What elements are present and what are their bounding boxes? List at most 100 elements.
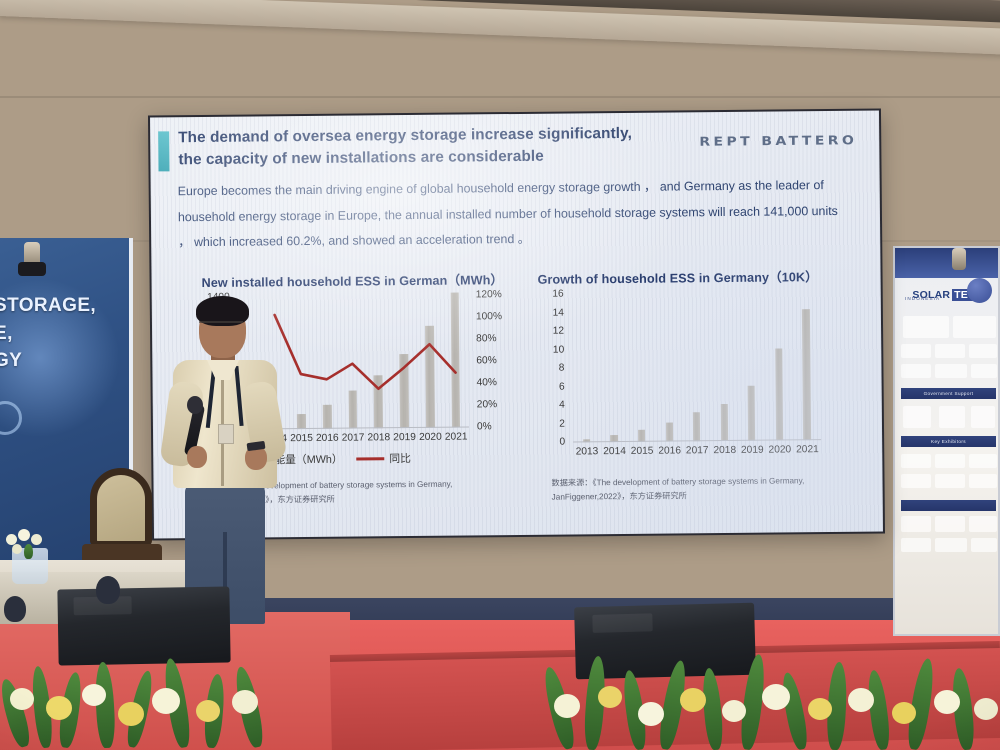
left-banner-line3: GY [0, 350, 23, 372]
chair-seat [82, 544, 162, 564]
sponsor-logo-cell [935, 516, 965, 532]
flower-leaf [0, 676, 34, 750]
left-chart-y2tick: 60% [476, 355, 497, 367]
flower-bloom [12, 544, 22, 554]
sponsor-logo-cell [935, 344, 965, 358]
flower-bloom [82, 684, 106, 706]
right-chart-xtick-2017: 2017 [685, 445, 709, 457]
bar-2021 [802, 308, 811, 441]
right-chart-xtick-2014: 2014 [603, 445, 626, 458]
flower-bloom [934, 690, 960, 714]
right-chart-ytick: 16 [552, 288, 564, 300]
right-chart-ytick: 12 [552, 325, 565, 337]
flower-bloom [118, 702, 144, 726]
flower-bloom [232, 690, 258, 714]
flower-bloom [554, 694, 580, 718]
speaker-right-hand [245, 446, 267, 470]
microphone-head-icon [187, 396, 203, 414]
left-banner-line1: STORAGE, [0, 295, 97, 316]
left-chart-y2tick: 40% [476, 377, 498, 389]
right-chart-xtick-2016: 2016 [658, 445, 682, 457]
sponsor-logo-cell [935, 474, 965, 488]
right-chart-ytick: 14 [552, 307, 564, 319]
sponsor-logo-cell [901, 454, 931, 468]
audience-silhouette [96, 576, 120, 604]
stage-spotlight-left [24, 242, 40, 268]
globe-icon [967, 278, 992, 303]
stage-armchair [78, 468, 162, 588]
right-chart-xtick-2021: 2021 [796, 444, 819, 456]
right-chart-xtick-2020: 2020 [768, 444, 792, 456]
flower-bloom [892, 702, 916, 724]
slide-title-line1: The demand of oversea energy storage inc… [178, 124, 632, 147]
flower-bloom [31, 534, 42, 545]
sponsor-logo-cell [971, 364, 997, 378]
right-chart-xtick-2019: 2019 [740, 444, 764, 456]
rept-battero-logo: REPT BATTERO [699, 133, 858, 150]
flower-bloom [196, 700, 220, 722]
logo-main-text: SOLAR [912, 289, 951, 301]
flower-bloom [46, 696, 72, 720]
banner-section-label: Government Support [901, 388, 996, 399]
left-chart-title: New installed household ESS in German（MW… [201, 273, 504, 291]
speaker-presenter [159, 296, 288, 626]
legend-yoy-label: 同比 [389, 453, 411, 466]
right-chart-title: Growth of household ESS in Germany（10K） [537, 270, 818, 287]
right-chart-ytick: 8 [558, 362, 565, 374]
sponsor-logo-cell [935, 364, 967, 378]
banner-section-label [901, 500, 996, 511]
glasses-icon [199, 321, 243, 330]
flower-bloom [974, 698, 998, 720]
foreground-flowers-right [540, 640, 1000, 750]
speaker-collar [207, 360, 239, 380]
flower-bloom [848, 688, 874, 712]
left-chart-y2tick: 0% [476, 421, 492, 433]
speaker-leg-gap [223, 532, 227, 624]
bar-2017 [692, 412, 701, 442]
right-chart-xtick-2013: 2013 [575, 446, 599, 458]
flower-bloom [18, 529, 30, 541]
left-chart-xtick-2019: 2019 [393, 431, 417, 444]
left-chart-y2tick: 100% [475, 311, 503, 323]
stage-spotlight-right [952, 248, 966, 270]
banner-circle-icon [0, 401, 22, 435]
foreground-flowers-left [0, 640, 300, 750]
flower-bloom [10, 688, 34, 710]
flower-bloom [6, 534, 17, 545]
flower-bloom [808, 698, 832, 720]
flower-leaf [865, 669, 892, 750]
chart-growth-household-ess: Growth of household ESS in Germany（10K） … [533, 266, 865, 509]
bar-2020 [775, 347, 784, 441]
wall-seam [0, 96, 1000, 98]
speaker-grille [592, 613, 653, 633]
right-chart-ytick: 10 [552, 344, 565, 356]
flower-bloom [680, 688, 706, 712]
left-chart-xtick-2018: 2018 [367, 432, 391, 444]
left-banner-text: STORAGE, E, GY [0, 292, 129, 375]
sponsor-logo-cell [935, 538, 967, 552]
sponsor-logo-cell [969, 454, 997, 468]
left-chart-y2tick: 20% [476, 399, 498, 411]
banner-header-bar [895, 248, 998, 278]
right-chart-ytick: 4 [559, 399, 565, 411]
sponsor-logo-cell [901, 538, 931, 552]
spotlight-head-icon [18, 262, 46, 276]
bar-2018 [720, 403, 728, 442]
slide-title-line2: the capacity of new installations are co… [178, 147, 544, 169]
right-chart-plot-area [572, 292, 822, 443]
left-chart-y2tick: 80% [476, 333, 497, 345]
sponsor-logo-cell [953, 316, 996, 338]
flower-leaf [24, 544, 33, 559]
logo-subtitle: INDONESIA [905, 296, 941, 301]
flower-bloom [762, 684, 790, 710]
projection-screen: The demand of oversea energy storage inc… [147, 108, 886, 541]
sponsor-logo-cell [903, 316, 949, 338]
right-sponsor-banner: SOLAR TECH INDONESIA Government Support … [893, 246, 1000, 636]
audience-silhouette [4, 596, 26, 622]
left-banner-line2: E, [0, 322, 13, 344]
title-accent-bar [158, 131, 170, 172]
left-chart-xtick-2020: 2020 [419, 431, 442, 443]
legend-line-swatch-icon [356, 456, 385, 461]
sponsor-logo-cell [971, 538, 997, 552]
